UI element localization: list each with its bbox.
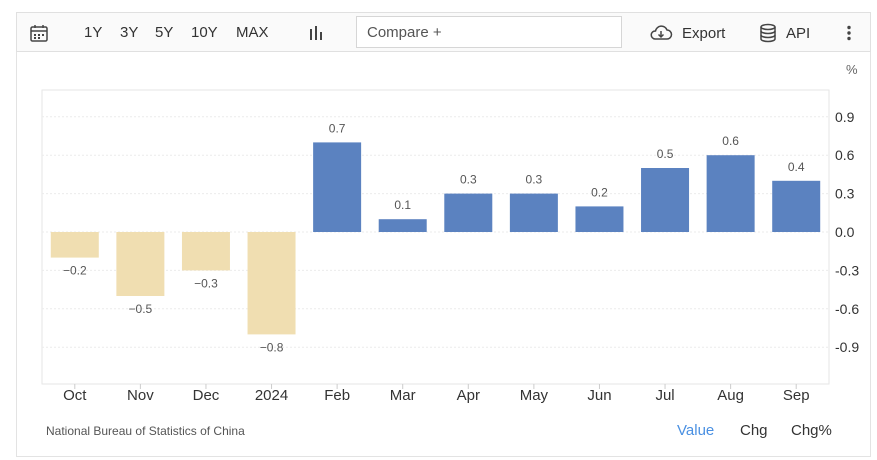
mode-chg-button[interactable]: Chg [740,422,768,439]
database-icon [760,23,776,43]
cloud-download-icon [650,25,673,40]
export-button[interactable]: Export [649,13,725,53]
api-button[interactable]: API [759,13,810,53]
export-label: Export [682,24,726,42]
more-options-icon[interactable] [846,13,852,53]
range-1y-button[interactable]: 1Y [84,24,103,41]
unit-label: % [846,62,858,77]
chart-toolbar: 1Y 3Y 5Y 10Y MAX Export API [16,12,871,52]
mode-value-button[interactable]: Value [677,422,715,439]
source-label: National Bureau of Statistics of China [46,424,245,438]
range-max-button[interactable]: MAX [236,24,269,41]
range-3y-button[interactable]: 3Y [120,24,139,41]
calendar-icon[interactable] [29,13,49,53]
chart-type-icon[interactable] [307,13,325,53]
api-label: API [786,24,811,42]
chart-frame [16,14,871,457]
range-10y-button[interactable]: 10Y [191,24,218,41]
mode-chg-pct-button[interactable]: Chg% [791,422,832,439]
range-5y-button[interactable]: 5Y [155,24,174,41]
compare-input[interactable] [356,16,622,48]
